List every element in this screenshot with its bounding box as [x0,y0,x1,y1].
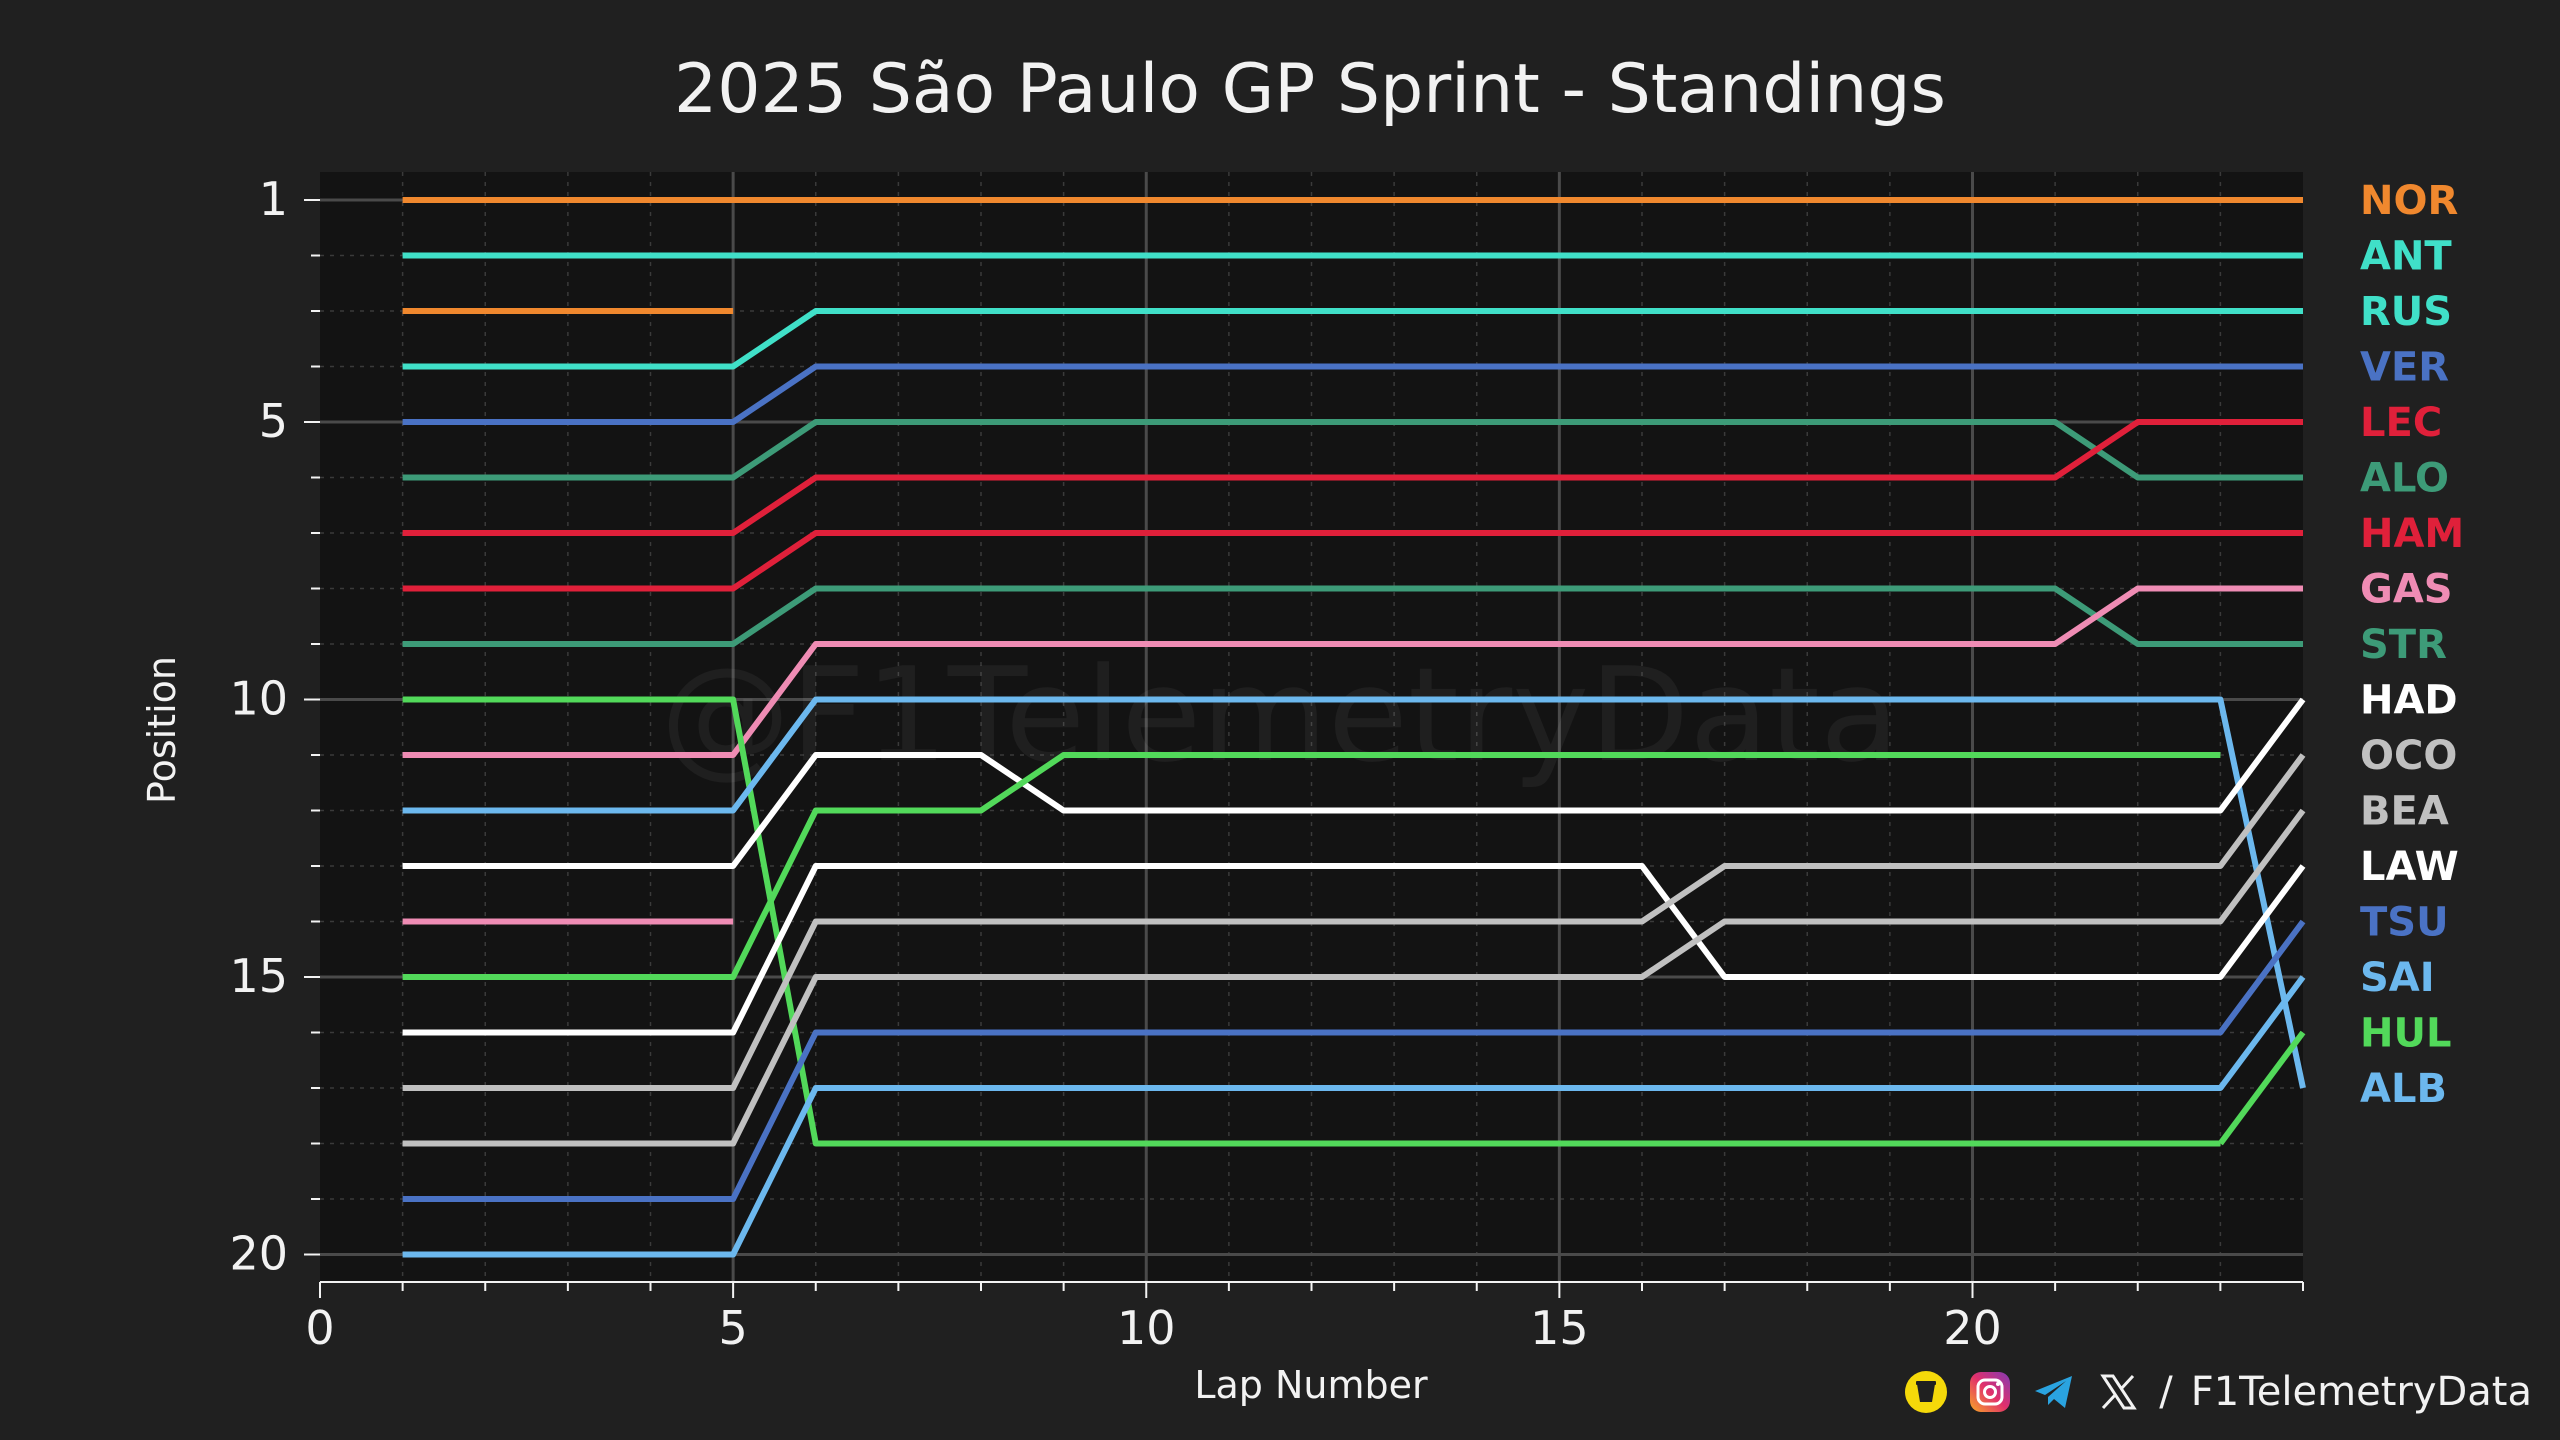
series-line-alb [402,975,2306,1258]
series-line-tsu [402,919,2306,1202]
series-line-bor [402,696,2221,1147]
coffee-cup-icon[interactable] [1903,1369,1949,1415]
legend-label-law: LAW [2360,844,2459,890]
legend-label-ant: ANT [2360,234,2452,280]
y-tick-label: 20 [229,1227,288,1281]
series-line-alo [402,419,2303,481]
legend-label-hul: HUL [2360,1011,2451,1057]
footer-handle[interactable]: F1TelemetryData [2190,1369,2532,1415]
y-tick-label: 10 [229,672,288,726]
series-line-str [402,585,2303,647]
legend-label-str: STR [2360,622,2447,668]
x-tick-label: 10 [1117,1301,1176,1355]
legend-label-alb: ALB [2360,1066,2447,1112]
series-line-hul [402,752,2221,980]
legend-label-tsu: TSU [2360,900,2449,946]
legend-label-lec: LEC [2360,400,2442,446]
legend-label-gas: GAS [2360,567,2453,613]
legend-label-ham: HAM [2360,511,2464,557]
series-line-bea [402,808,2306,1147]
legend-label-bea: BEA [2360,789,2449,835]
y-tick-label: 1 [259,172,288,226]
x-axis-label: Lap Number [1194,1363,1428,1407]
legend-label-nor: NOR [2360,178,2458,224]
y-tick-label: 15 [229,949,288,1003]
series-line-gas [402,585,2303,758]
legend-label-ver: VER [2360,345,2449,391]
legend-label-sai: SAI [2360,955,2435,1001]
legend-label-alo: ALO [2360,456,2449,502]
series-lines [402,197,2306,1258]
series-line-lec [402,419,2303,536]
watermark: @F1TelemetryData [660,639,1899,791]
legend-label-had: HAD [2360,678,2458,724]
instagram-icon[interactable] [1967,1369,2013,1415]
series-line-ham [402,530,2303,592]
series-line-law [402,697,2306,869]
series-line-had [402,863,2306,1036]
y-axis-label: Position [140,656,184,804]
series-line-sai [402,696,2306,1089]
x-tick-label: 0 [305,1301,334,1355]
series-line-rus [402,308,2303,370]
series-line-ver [402,363,2303,425]
y-tick-label: 5 [259,394,288,448]
x-tick-label: 5 [718,1301,747,1355]
legend: NOR ANT RUS VER LEC ALO HAM GAS STR HAD OCO BEA LAW T… [2360,178,2464,1112]
x-tick-label: 20 [1943,1301,2002,1355]
footer-separator: / [2159,1369,2173,1415]
x-tick-label: 15 [1530,1301,1589,1355]
footer: / F1TelemetryData [1903,1362,2532,1422]
legend-label-rus: RUS [2360,289,2452,335]
telegram-icon[interactable] [2031,1369,2077,1415]
series-line-hul2 [2217,1030,2306,1146]
chart-title: 2025 São Paulo GP Sprint - Standings [674,50,1946,129]
legend-label-oco: OCO [2360,733,2457,779]
series-line-oco [402,753,2306,1091]
x-icon[interactable] [2095,1369,2141,1415]
